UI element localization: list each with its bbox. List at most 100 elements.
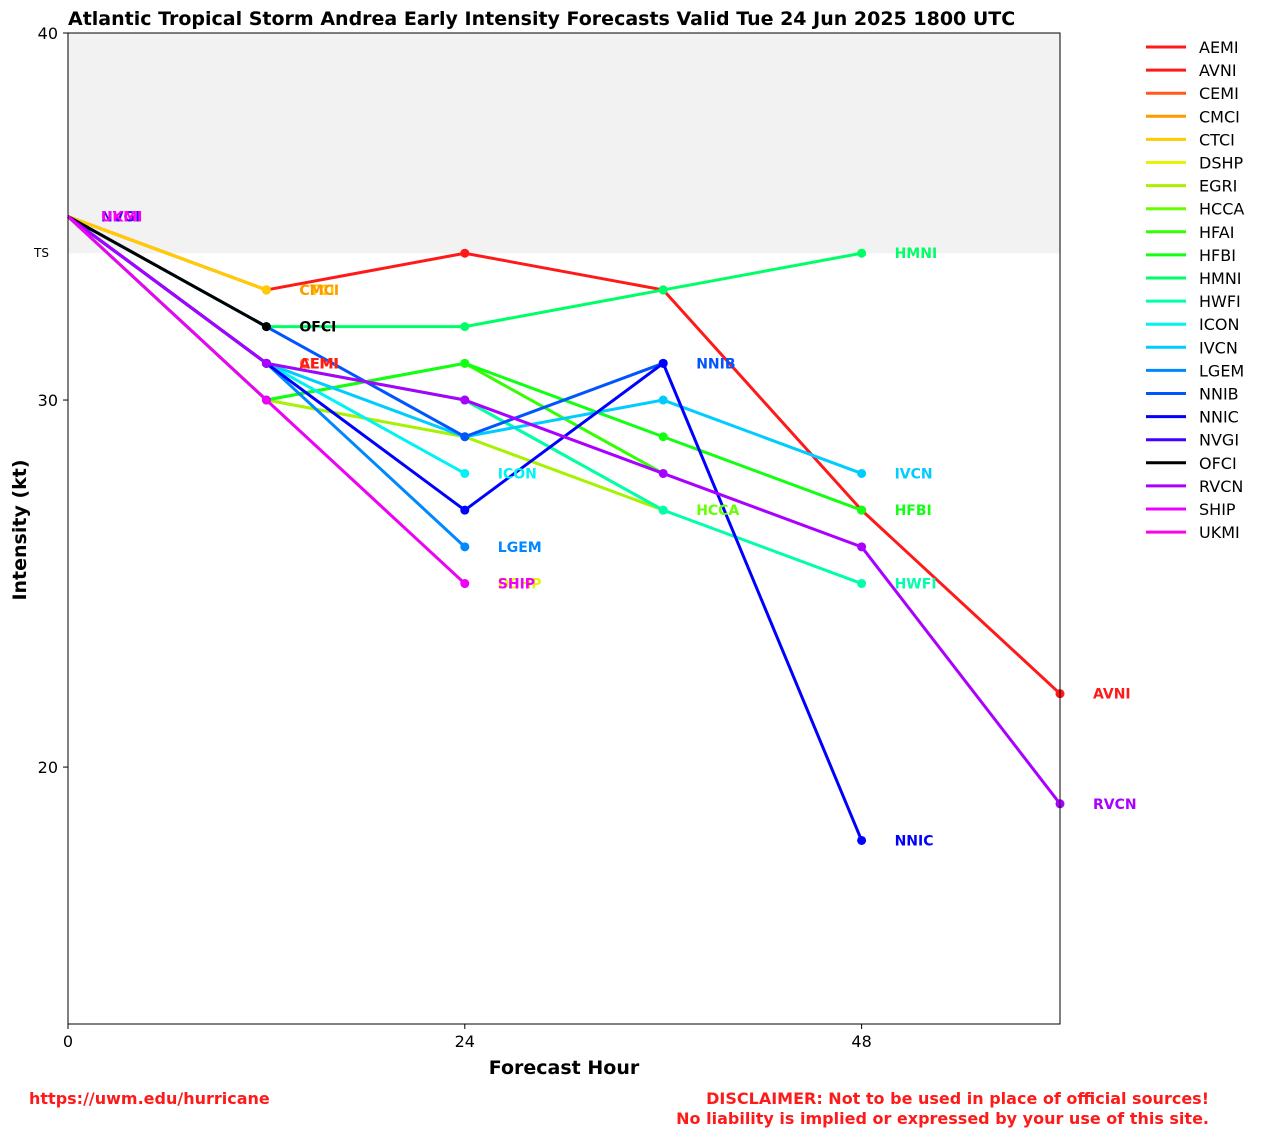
legend-item-icon: ICON <box>1146 315 1239 334</box>
legend-item-nnib: NNIB <box>1146 385 1239 404</box>
series-ofci <box>67 215 271 332</box>
legend-label: NNIC <box>1199 408 1239 427</box>
data-point <box>857 835 867 845</box>
legend-label: OFCI <box>1199 454 1237 473</box>
y-axis-label: Intensity (kt) <box>9 459 31 600</box>
series-end-label: AVNI <box>1093 687 1131 703</box>
legend-label: ICON <box>1199 315 1239 334</box>
legend-label: HCCA <box>1199 200 1244 219</box>
data-point <box>460 505 470 515</box>
x-tick-label: 48 <box>851 1032 871 1051</box>
series-layer <box>66 215 1065 845</box>
legend-label: CMCI <box>1199 107 1240 126</box>
series-line <box>67 215 268 328</box>
series-lgem <box>67 215 470 552</box>
data-point <box>261 322 271 332</box>
series-end-label: HWFI <box>895 577 937 593</box>
data-point <box>460 395 470 405</box>
series-end-label: NNIC <box>895 833 934 849</box>
legend-label: NNIB <box>1199 385 1239 404</box>
series-icon <box>67 215 470 478</box>
series-nnic <box>67 215 867 845</box>
data-point <box>658 358 668 368</box>
legend-label: HFAI <box>1199 223 1234 242</box>
series-end-label: HFBI <box>895 503 932 519</box>
series-end-label: OFCI <box>299 320 336 336</box>
legend-item-hfbi: HFBI <box>1146 246 1236 265</box>
labels-layer: AVNI HCCA HFBI HMNI HWFI ICON IVCN LGEM NNIB NNIC… <box>101 210 1137 850</box>
chart-title: Atlantic Tropical Storm Andrea Early Int… <box>68 8 1015 30</box>
axes-layer: 0 24 48 20 30 40 TS <box>33 24 872 1051</box>
series-rvcn <box>67 215 1065 809</box>
tropical-storm-band <box>68 33 1060 254</box>
series-end-label: HCCA <box>696 503 739 519</box>
series-end-label: NVGI <box>101 210 140 226</box>
data-point <box>658 432 668 442</box>
legend-label: HFBI <box>1199 246 1236 265</box>
x-tick-label: 0 <box>63 1032 73 1051</box>
series-end-label: CEMI <box>299 356 338 372</box>
legend-item-hcca: HCCA <box>1146 200 1244 219</box>
legend-item-avni: AVNI <box>1146 61 1237 80</box>
data-point <box>857 468 867 478</box>
data-point <box>261 395 271 405</box>
series-line <box>67 215 664 512</box>
series-hcca <box>67 215 668 515</box>
legend-item-hfai: HFAI <box>1146 223 1234 242</box>
legend-label: DSHP <box>1199 154 1244 173</box>
series-ship <box>66 215 470 589</box>
y-tick-label: 30 <box>38 391 58 410</box>
intensity-forecast-chart: AVNI HCCA HFBI HMNI HWFI ICON IVCN LGEM NNIB NNIC… <box>9 8 1244 1079</box>
data-point <box>857 542 867 552</box>
series-ctci <box>67 215 271 295</box>
legend-item-egri: EGRI <box>1146 177 1237 196</box>
legend-label: CEMI <box>1199 84 1239 103</box>
legend-item-nvgi: NVGI <box>1146 431 1239 450</box>
legend-item-hwfi: HWFI <box>1146 292 1241 311</box>
legend-label: HWFI <box>1199 292 1241 311</box>
legend-item-rvcn: RVCN <box>1146 477 1243 496</box>
legend-item-dshp: DSHP <box>1146 154 1244 173</box>
series-line <box>67 215 267 292</box>
data-point <box>460 248 470 258</box>
series-end-label: HMNI <box>895 246 938 262</box>
legend-label: IVCN <box>1199 338 1238 357</box>
data-point <box>658 468 668 478</box>
series-line <box>67 215 466 475</box>
series-end-label: DSHP <box>498 577 542 593</box>
legend-label: AEMI <box>1199 38 1239 57</box>
series-end-label: SHIP <box>498 577 535 593</box>
legend-label: RVCN <box>1199 477 1243 496</box>
legend-item-ofci: OFCI <box>1146 454 1237 473</box>
legend-label: HMNI <box>1199 269 1242 288</box>
legend-label: LGEM <box>1199 361 1244 380</box>
y-tick-label: 20 <box>38 758 58 777</box>
data-point <box>857 579 867 589</box>
legend-label: CTCI <box>1199 130 1235 149</box>
legend-item-aemi: AEMI <box>1146 38 1239 57</box>
legend-label: EGRI <box>1199 177 1237 196</box>
legend-item-ctci: CTCI <box>1146 130 1235 149</box>
series-end-label: LGEM <box>498 540 542 556</box>
data-point <box>261 285 271 295</box>
disclaimer-line-1: DISCLAIMER: Not to be used in place of o… <box>706 1089 1209 1108</box>
data-point <box>460 542 470 552</box>
series-end-label: RVCN <box>1093 797 1137 813</box>
data-point <box>460 322 470 332</box>
series-line <box>67 215 1062 805</box>
footer-url[interactable]: https://uwm.edu/hurricane <box>29 1089 270 1108</box>
series-end-label: UKMI <box>101 210 142 226</box>
legend-label: UKMI <box>1199 523 1240 542</box>
legend-label: AVNI <box>1199 61 1237 80</box>
series-line <box>67 215 466 548</box>
series-end-label: CTCI <box>299 283 334 299</box>
x-axis-label: Forecast Hour <box>489 1057 640 1079</box>
data-point <box>460 468 470 478</box>
series-end-label: CMCI <box>299 283 339 299</box>
legend-item-ivcn: IVCN <box>1146 338 1238 357</box>
legend-item-ship: SHIP <box>1146 500 1236 519</box>
legend-label: NVGI <box>1199 431 1239 450</box>
legend: AEMI AVNI CEMI CMCI CTCI DSHP EGRI HCCA HFAI HFBI… <box>1146 38 1244 542</box>
band-label: TS <box>33 246 49 260</box>
series-line <box>66 215 664 512</box>
